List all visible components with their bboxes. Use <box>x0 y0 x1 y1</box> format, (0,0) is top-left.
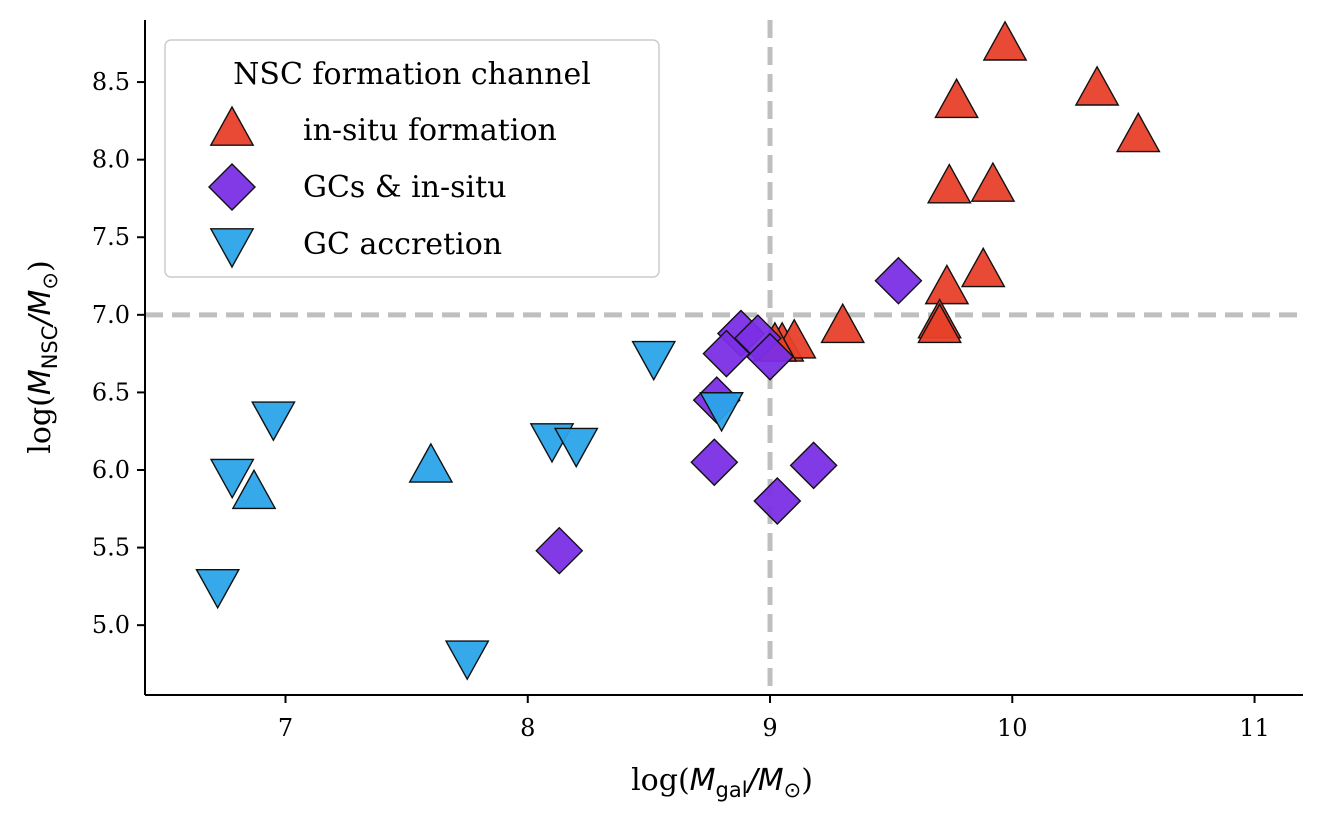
data-point <box>874 256 923 305</box>
y-tick-label: 5.5 <box>92 534 130 562</box>
data-point <box>553 427 599 469</box>
data-point <box>789 441 838 490</box>
legend-frame <box>164 39 660 278</box>
legend-label: GC accretion <box>303 227 502 262</box>
data-point <box>970 161 1016 202</box>
y-tick-label: 5.0 <box>92 611 130 639</box>
legend-title: NSC formation channel <box>233 57 591 92</box>
data-point <box>535 526 584 575</box>
y-tick-label: 6.5 <box>92 378 130 406</box>
data-point <box>982 20 1028 61</box>
axes <box>144 20 1303 696</box>
legend-entry-gc-accretion: GC accretion <box>209 227 502 269</box>
legend-label: GCs & in-situ <box>303 170 507 205</box>
data-point <box>699 392 744 433</box>
data-point <box>746 332 795 381</box>
data-points <box>195 20 1161 681</box>
legend-entry-gcs-in-situ: GCs & in-situ <box>208 163 507 211</box>
legend-marker <box>208 163 256 211</box>
data-point <box>702 329 751 378</box>
data-point <box>408 442 454 483</box>
legend-label: in-situ formation <box>303 113 557 148</box>
data-point <box>960 246 1006 288</box>
data-point <box>934 77 979 119</box>
y-tick-label: 8.0 <box>92 146 130 174</box>
data-point <box>820 302 866 344</box>
y-tick-label: 7.5 <box>92 223 130 251</box>
data-point <box>1074 65 1120 106</box>
series-gc-accretion <box>195 340 744 681</box>
x-tick-label: 7 <box>278 714 293 742</box>
series-in-situ-formation <box>752 20 1161 362</box>
x-tick-label: 10 <box>997 714 1028 742</box>
data-point <box>917 302 962 344</box>
data-point <box>231 468 277 510</box>
x-tick-label: 8 <box>520 714 535 742</box>
x-axis-label: log(Mgal/M⊙) <box>631 763 813 802</box>
x-tick-label: 9 <box>762 714 777 742</box>
y-tick-label: 7.0 <box>92 301 130 329</box>
data-point <box>631 340 677 382</box>
data-point <box>209 458 255 500</box>
legend-marker <box>209 105 255 146</box>
legend-entry-in-situ-formation: in-situ formation <box>209 105 557 148</box>
legend-marker <box>209 228 255 269</box>
series-gcs-in-situ <box>535 256 923 575</box>
data-point <box>926 163 972 204</box>
series-triangle-up <box>231 442 454 510</box>
ticks: 7 8 9 10 11 5.0 5.5 6.0 6.5 7.0 7.5 8.0 8.5 <box>92 68 1270 742</box>
data-point <box>444 640 490 681</box>
data-point <box>251 401 296 442</box>
x-tick-label: 11 <box>1239 714 1270 742</box>
data-point <box>195 568 241 610</box>
y-axis-label: log(MNSC/M⊙) <box>23 260 62 454</box>
y-tick-label: 8.5 <box>92 68 130 96</box>
data-point <box>924 264 970 305</box>
data-point <box>690 438 739 487</box>
data-point <box>753 477 802 526</box>
legend: NSC formation channel in-situ formation G… <box>164 39 660 278</box>
y-tick-label: 6.0 <box>92 456 130 484</box>
data-point <box>1115 111 1161 153</box>
axis-labels: log(Mgal/M⊙) log(MNSC/M⊙) <box>23 260 813 802</box>
